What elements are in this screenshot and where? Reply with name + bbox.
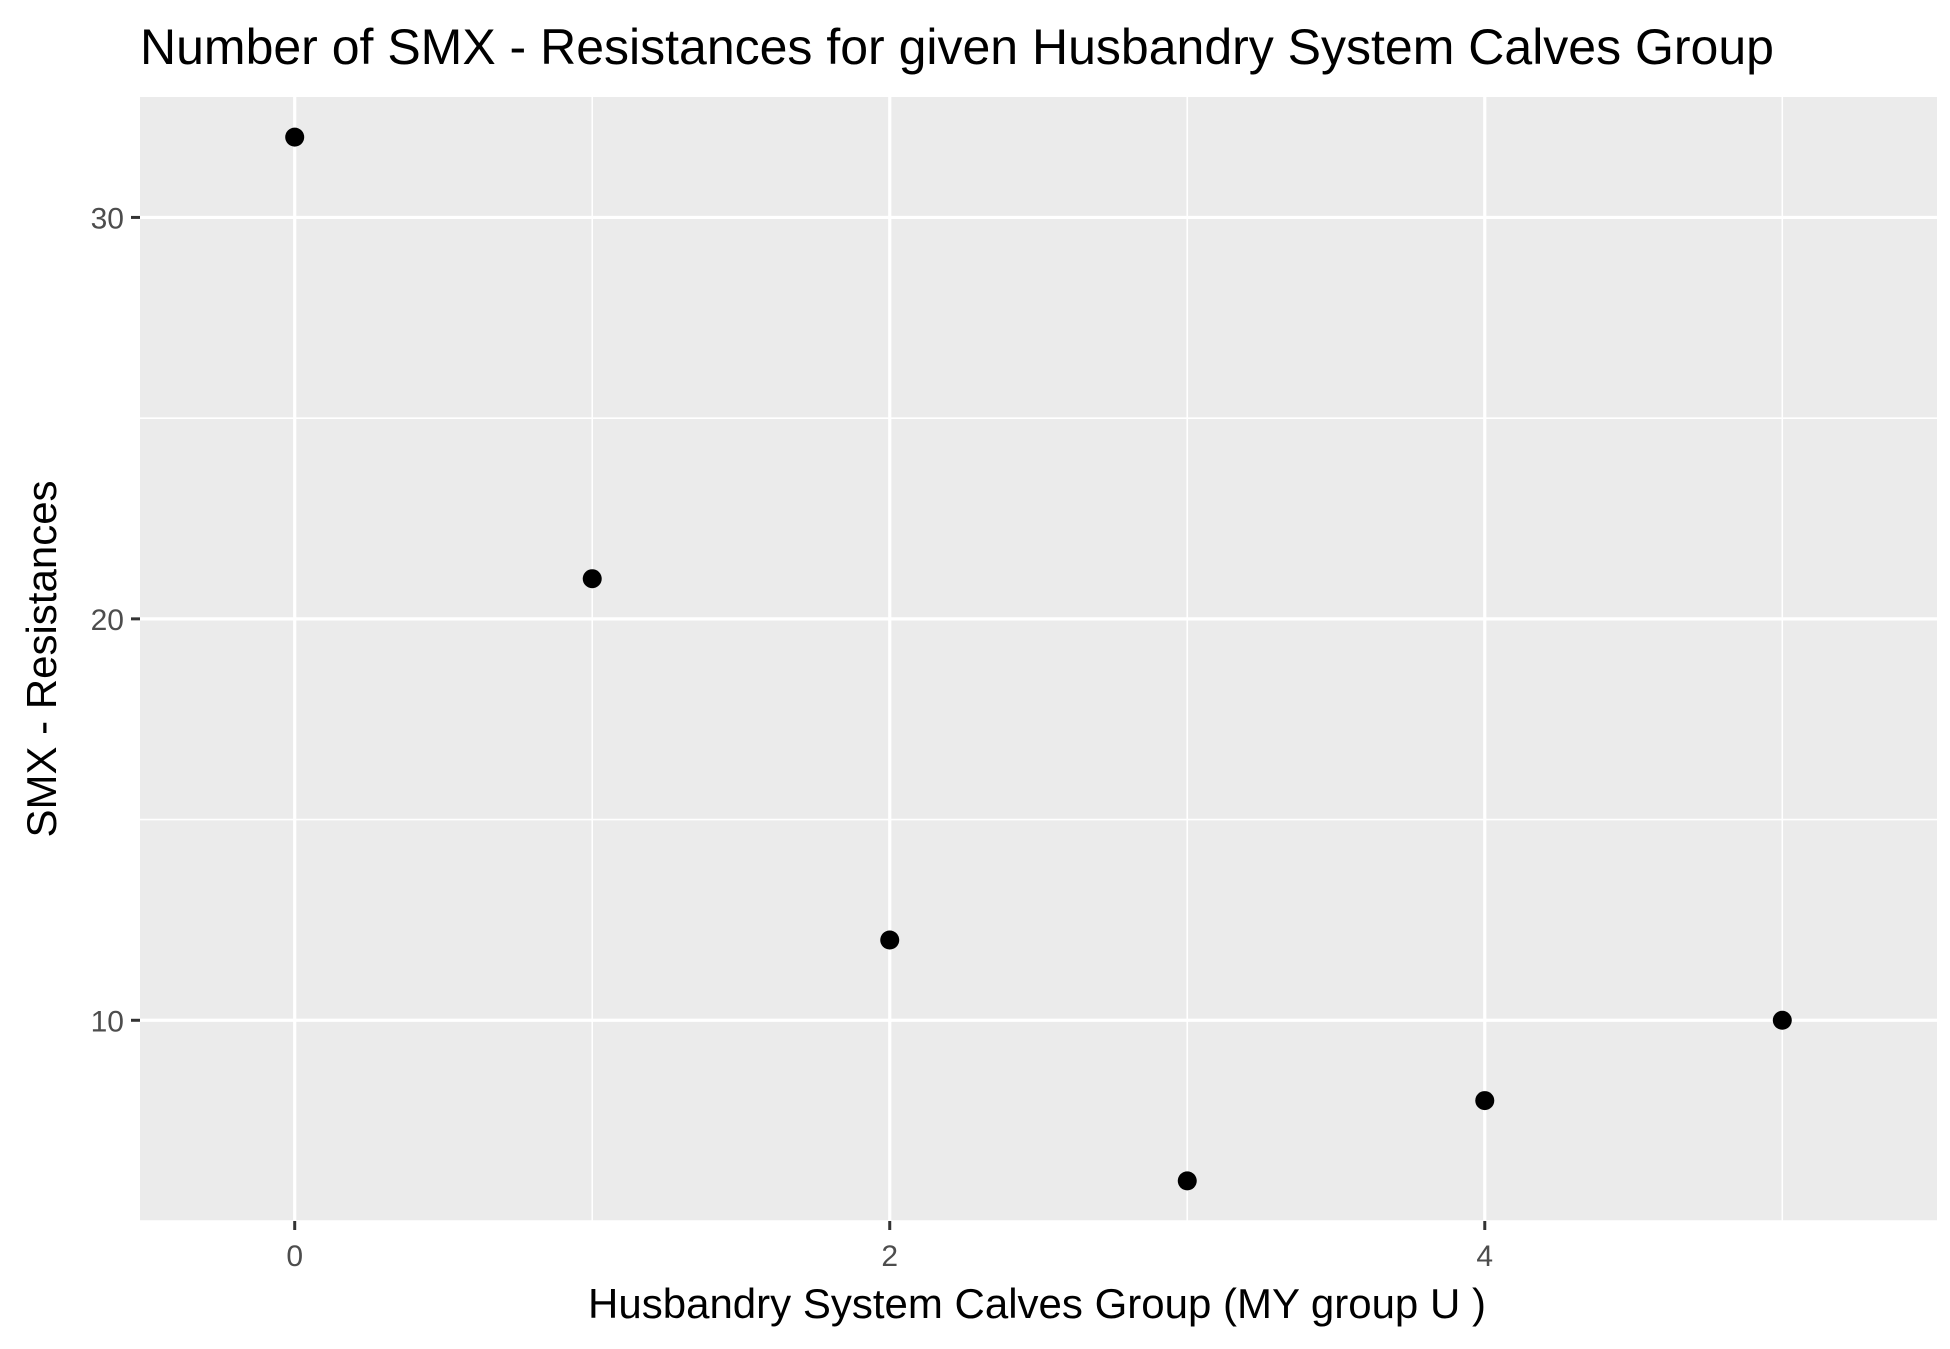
y-axis-title: SMX - Resistances [18,480,65,837]
data-points [285,127,1792,1191]
tick-labels: 0 2 4 10 20 30 [91,202,1493,1273]
y-tick-label: 30 [91,202,124,235]
data-point [880,930,900,950]
x-tick-label: 4 [1476,1240,1493,1273]
x-tick-label: 0 [286,1240,303,1273]
y-tick-label: 20 [91,604,124,637]
plot-panel [140,97,1937,1221]
y-tick-label: 10 [91,1005,124,1038]
chart-title: Number of SMX - Resistances for given Hu… [140,19,1774,75]
minor-gridlines [140,97,1937,1222]
data-point [582,569,602,589]
x-axis-title: Husbandry System Calves Group (MY group … [588,1280,1486,1327]
data-point [285,127,305,147]
major-gridlines [140,97,1937,1221]
axis-ticks [131,215,1487,1230]
data-point [1177,1171,1197,1191]
x-tick-label: 2 [881,1240,898,1273]
data-point [1772,1010,1792,1030]
data-point [1475,1091,1495,1111]
